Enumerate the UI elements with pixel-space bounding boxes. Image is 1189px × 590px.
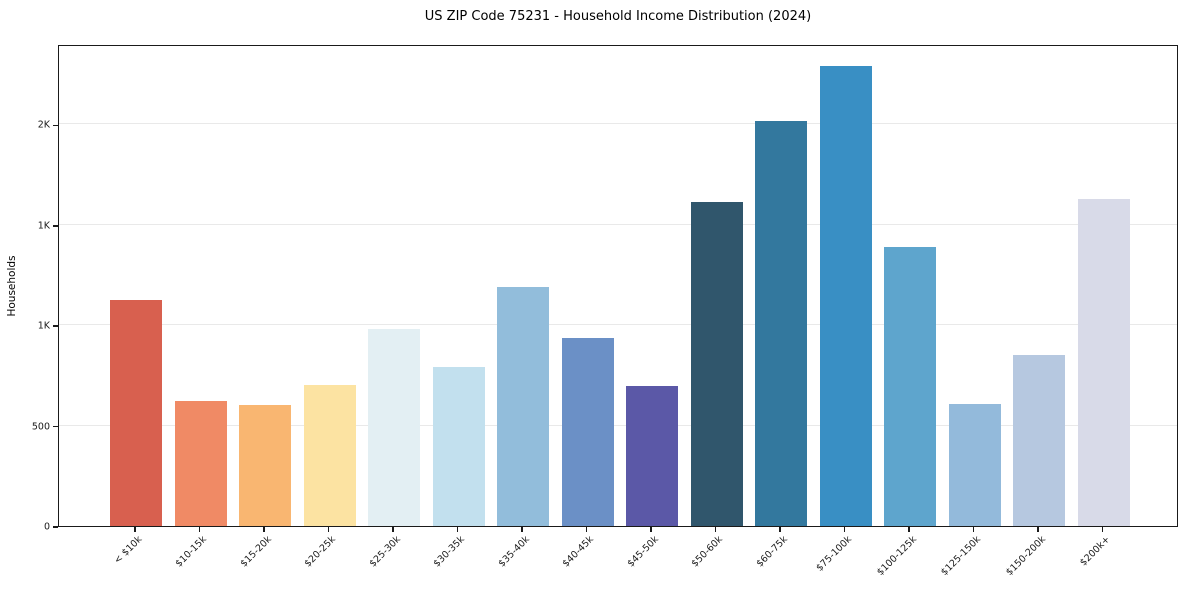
- x-tick-label: $10-15k: [173, 534, 210, 570]
- x-tick-label: $40-45k: [560, 534, 597, 570]
- y-tick-label: 1K: [37, 320, 50, 332]
- x-tick-label: $25-30k: [367, 534, 403, 570]
- y-tick-mark: [53, 526, 58, 528]
- bar-60-75k: [755, 121, 807, 526]
- y-tick-mark: [53, 425, 58, 428]
- bar-50-60k: [690, 201, 743, 526]
- gridline: [59, 123, 1177, 125]
- y-axis-label: Households: [6, 255, 18, 317]
- chart-title: US ZIP Code 75231 - Household Income Dis…: [424, 9, 812, 24]
- x-tick-mark: [1101, 527, 1104, 532]
- y-tick-mark: [53, 124, 58, 127]
- x-tick-mark: [650, 527, 652, 532]
- x-tick-mark: [134, 527, 136, 532]
- x-tick-label: $45-50k: [625, 534, 661, 570]
- x-tick-label: $75-100k: [814, 534, 855, 574]
- bar-150-200k: [1013, 355, 1065, 526]
- x-tick-mark: [263, 527, 265, 532]
- gridline: [59, 223, 1177, 225]
- x-tick-label: $50-60k: [689, 534, 726, 570]
- x-tick-mark: [779, 527, 781, 532]
- x-tick-label: $100-125k: [874, 534, 919, 579]
- x-tick-mark: [972, 527, 975, 532]
- x-tick-mark: [585, 527, 588, 532]
- x-tick-mark: [843, 527, 846, 532]
- bar-75-100k: [819, 66, 872, 526]
- x-tick-mark: [456, 527, 459, 532]
- gridline: [59, 424, 1177, 426]
- y-tick-label: 0: [43, 521, 50, 533]
- y-tick-label: 500: [31, 421, 50, 433]
- bar-25-30k: [368, 329, 420, 526]
- y-tick-label: 1K: [37, 220, 50, 232]
- x-tick-label: $150-200k: [1003, 534, 1048, 579]
- bar-45-50k: [626, 386, 678, 526]
- x-tick-mark: [1037, 527, 1039, 532]
- plot-area: [58, 45, 1178, 527]
- y-tick-label: 2K: [37, 119, 50, 131]
- x-tick-mark: [908, 527, 910, 532]
- bar-100-125k: [884, 246, 936, 526]
- x-tick-label: $20-25k: [302, 534, 339, 570]
- x-tick-mark: [327, 527, 330, 532]
- bar-10-15k: [174, 401, 227, 526]
- x-tick-label: $125-150k: [939, 534, 984, 579]
- bar-15-20k: [239, 404, 291, 526]
- x-tick-label: $200k+: [1077, 534, 1113, 569]
- bar-35-40k: [497, 287, 549, 526]
- y-tick-mark: [53, 225, 58, 227]
- bar-200k: [1077, 198, 1130, 526]
- x-tick-label: $60-75k: [754, 534, 790, 570]
- bar-125-150k: [948, 403, 1001, 526]
- bar-40-45k: [561, 338, 614, 526]
- gridline: [59, 324, 1177, 326]
- y-tick-mark: [53, 325, 58, 327]
- x-tick-label: < $10k: [112, 534, 145, 567]
- bar-30-35k: [432, 367, 485, 526]
- x-tick-label: $15-20k: [238, 534, 274, 570]
- bar-20-25k: [303, 385, 356, 526]
- x-tick-mark: [714, 527, 717, 532]
- x-tick-mark: [392, 527, 394, 532]
- bar-10k: [110, 300, 162, 526]
- x-tick-label: $30-35k: [431, 534, 468, 570]
- x-tick-mark: [198, 527, 201, 532]
- x-tick-mark: [521, 527, 523, 532]
- x-tick-label: $35-40k: [496, 534, 532, 570]
